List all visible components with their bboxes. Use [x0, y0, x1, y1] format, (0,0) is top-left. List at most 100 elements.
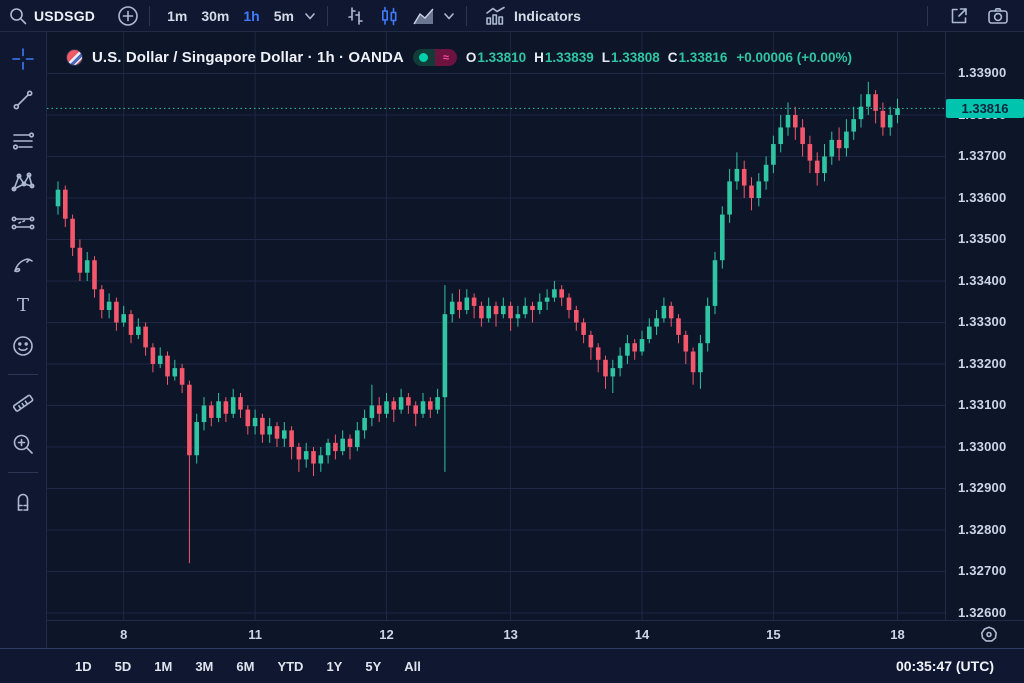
- candle-body: [880, 110, 886, 128]
- measure-tool-button[interactable]: [4, 384, 42, 422]
- toolbar-separator: [149, 5, 151, 26]
- candlestick-chart-plot[interactable]: [47, 32, 945, 620]
- chart-type-chevron-icon[interactable]: [442, 9, 456, 23]
- timeframe-1h-button[interactable]: 1h: [243, 7, 260, 24]
- candle-body: [442, 314, 448, 398]
- candle-body: [661, 305, 667, 319]
- candle-body: [698, 343, 703, 373]
- candle-body: [727, 181, 732, 215]
- candle-body: [866, 94, 871, 107]
- fib-retracement-tool-button[interactable]: [4, 122, 42, 160]
- candle-body: [106, 301, 112, 311]
- market-open-dot-icon: [419, 53, 429, 62]
- candle-body: [895, 108, 900, 115]
- candle-body: [814, 160, 820, 174]
- candle-body: [851, 119, 856, 132]
- candle-body: [398, 397, 404, 410]
- range-5y-button[interactable]: 5Y: [365, 658, 382, 674]
- add-symbol-plus-icon[interactable]: [117, 5, 139, 27]
- candle-body: [844, 131, 849, 149]
- time-axis[interactable]: 8 11 12 13 14 15 18: [47, 620, 1024, 648]
- timeframe-5m-button[interactable]: 5m: [273, 7, 294, 24]
- xabcd-pattern-tool-button[interactable]: [4, 163, 42, 201]
- share-icon[interactable]: [948, 5, 970, 27]
- candle-body: [121, 314, 126, 323]
- last-price-label[interactable]: 1.33816: [946, 98, 1024, 118]
- forecast-tool-button[interactable]: [4, 204, 42, 242]
- indicators-button[interactable]: Indicators: [477, 3, 588, 29]
- candle-body: [70, 218, 75, 248]
- candle-body: [311, 451, 316, 464]
- range-1m-button[interactable]: 1M: [154, 658, 173, 674]
- candle-body: [325, 442, 331, 456]
- crosshair-tool-button[interactable]: [4, 40, 42, 78]
- zoom-in-tool-button[interactable]: [4, 425, 42, 463]
- candle-body: [493, 305, 499, 315]
- candle-body: [690, 351, 696, 373]
- candle-body: [676, 318, 681, 335]
- candle-body: [617, 355, 623, 369]
- candle-body: [486, 305, 491, 319]
- range-5d-button[interactable]: 5D: [114, 658, 132, 674]
- price-tick-label: 1.32900: [958, 480, 1007, 496]
- top-toolbar: USDSGD 1m 30m 1h 5m Indicators: [0, 0, 1024, 32]
- candle-body: [230, 397, 236, 414]
- range-1d-button[interactable]: 1D: [75, 658, 92, 674]
- timeframe-30m-button[interactable]: 30m: [201, 7, 230, 24]
- candle-body: [274, 426, 280, 439]
- candle-body: [625, 343, 630, 356]
- candle-body: [84, 260, 90, 273]
- text-tool-button[interactable]: T: [4, 286, 42, 324]
- range-ytd-button[interactable]: YTD: [277, 658, 304, 674]
- candle-body: [267, 426, 272, 435]
- candle-body: [501, 305, 506, 315]
- candle-body: [384, 401, 389, 414]
- candle-body: [720, 214, 725, 261]
- usdsgd-flag-icon: [66, 49, 83, 66]
- candle-body: [223, 401, 229, 414]
- candle-body: [179, 368, 185, 385]
- candle-body: [347, 438, 353, 447]
- area-chart-type-icon[interactable]: [412, 5, 436, 27]
- time-tick-label: 13: [503, 627, 518, 642]
- magnet-tool-button[interactable]: [4, 482, 42, 520]
- indicators-label: Indicators: [513, 7, 581, 24]
- candle-body: [654, 318, 659, 327]
- candles-chart-type-icon[interactable]: [378, 5, 400, 27]
- candle-body: [114, 301, 119, 323]
- toolbar-separator: [326, 5, 328, 26]
- candle-body: [252, 417, 258, 427]
- range-1y-button[interactable]: 1Y: [326, 658, 343, 674]
- market-status-toggle[interactable]: ≈: [412, 49, 457, 66]
- range-6m-button[interactable]: 6M: [236, 658, 255, 674]
- candle-body: [245, 409, 251, 427]
- axis-settings-gear-icon[interactable]: [978, 624, 1000, 646]
- emoji-tool-button[interactable]: [4, 327, 42, 365]
- price-tick-label: 1.32700: [958, 563, 1007, 579]
- candle-body: [435, 397, 440, 410]
- candle-body: [209, 405, 214, 418]
- trend-line-tool-button[interactable]: [4, 81, 42, 119]
- timeframe-1m-button[interactable]: 1m: [167, 7, 188, 24]
- range-3m-button[interactable]: 3M: [195, 658, 214, 674]
- bars-chart-type-icon[interactable]: [344, 5, 366, 27]
- search-icon[interactable]: [8, 6, 28, 26]
- timeframe-chevron-icon[interactable]: [303, 9, 317, 23]
- utc-clock[interactable]: 00:35:47 (UTC): [895, 658, 994, 674]
- price-axis[interactable]: 1.339001.338001.337001.336001.335001.334…: [945, 32, 1024, 620]
- chart-title[interactable]: U.S. Dollar / Singapore Dollar · 1h · OA…: [92, 49, 404, 66]
- candle-body: [457, 301, 462, 311]
- range-all-button[interactable]: All: [404, 658, 421, 674]
- indicators-icon: [484, 5, 508, 27]
- candle-body: [822, 156, 827, 174]
- candle-body: [333, 442, 338, 452]
- candle-body: [136, 326, 141, 335]
- toolbar-separator: [465, 5, 467, 26]
- candle-body: [449, 301, 455, 315]
- camera-icon[interactable]: [986, 5, 1010, 27]
- price-tick-label: 1.33000: [958, 438, 1007, 454]
- brush-tool-button[interactable]: [4, 245, 42, 283]
- candle-body: [391, 401, 397, 410]
- symbol-search[interactable]: USDSGD: [34, 7, 96, 24]
- candle-body: [763, 164, 769, 182]
